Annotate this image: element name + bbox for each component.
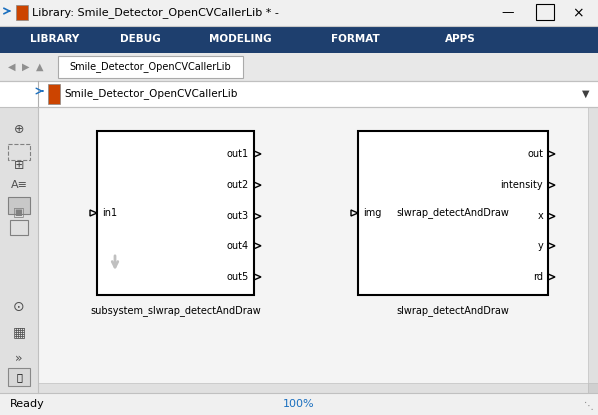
- Text: ◀: ◀: [8, 62, 16, 72]
- Bar: [16, 5, 28, 20]
- Text: FORMAT: FORMAT: [331, 34, 379, 44]
- Text: y: y: [537, 241, 543, 251]
- Text: Smile_Detector_OpenCVCallerLib: Smile_Detector_OpenCVCallerLib: [69, 61, 231, 73]
- Text: 100%: 100%: [283, 399, 315, 409]
- Text: ▦: ▦: [13, 325, 26, 339]
- Text: ×: ×: [572, 6, 584, 20]
- Bar: [0, 393, 598, 415]
- Text: subsystem_slwrap_detectAndDraw: subsystem_slwrap_detectAndDraw: [90, 305, 261, 316]
- Bar: [0, 53, 598, 81]
- Bar: [8, 197, 30, 214]
- Text: A≡: A≡: [11, 180, 28, 190]
- Bar: [58, 56, 243, 78]
- Text: out: out: [527, 149, 543, 159]
- Bar: [0, 107, 38, 393]
- Text: in1: in1: [102, 208, 117, 218]
- Bar: [97, 131, 254, 295]
- Bar: [536, 4, 554, 20]
- Text: Smile_Detector_OpenCVCallerLib: Smile_Detector_OpenCVCallerLib: [64, 88, 237, 100]
- Bar: [0, 0, 598, 26]
- Text: out5: out5: [227, 272, 249, 282]
- Text: Library: Smile_Detector_OpenCVCallerLib * -: Library: Smile_Detector_OpenCVCallerLib …: [32, 7, 279, 18]
- Bar: [0, 26, 598, 53]
- Text: x: x: [537, 211, 543, 221]
- Bar: [8, 144, 30, 160]
- Text: ▼: ▼: [582, 89, 590, 99]
- Text: ⊞: ⊞: [14, 159, 25, 171]
- Text: slwrap_detectAndDraw: slwrap_detectAndDraw: [396, 208, 509, 218]
- Text: ⊕: ⊕: [14, 122, 25, 136]
- Bar: [38, 383, 588, 393]
- Text: slwrap_detectAndDraw: slwrap_detectAndDraw: [396, 305, 509, 316]
- Text: »: »: [15, 352, 23, 364]
- Text: out2: out2: [227, 180, 249, 190]
- Text: intensity: intensity: [501, 180, 543, 190]
- Text: 🔓: 🔓: [16, 372, 22, 382]
- Text: ⊙: ⊙: [13, 300, 25, 314]
- Text: ▲: ▲: [36, 62, 44, 72]
- Text: out3: out3: [227, 211, 249, 221]
- Text: ⋱: ⋱: [584, 401, 594, 411]
- Text: rd: rd: [533, 272, 543, 282]
- Bar: [48, 84, 60, 104]
- Text: MODELING: MODELING: [209, 34, 271, 44]
- Bar: [358, 131, 548, 295]
- Text: out1: out1: [227, 149, 249, 159]
- Text: APPS: APPS: [445, 34, 475, 44]
- Bar: [10, 220, 28, 235]
- Bar: [0, 81, 598, 107]
- Text: out4: out4: [227, 241, 249, 251]
- Text: DEBUG: DEBUG: [120, 34, 160, 44]
- Text: Ready: Ready: [10, 399, 45, 409]
- Text: ▶: ▶: [22, 62, 30, 72]
- Bar: [588, 383, 598, 393]
- Text: —: —: [502, 7, 514, 20]
- Bar: [588, 107, 598, 393]
- Text: ▣: ▣: [13, 205, 25, 219]
- Bar: [38, 107, 598, 393]
- Bar: [8, 368, 30, 386]
- Text: LIBRARY: LIBRARY: [30, 34, 80, 44]
- Text: img: img: [363, 208, 382, 218]
